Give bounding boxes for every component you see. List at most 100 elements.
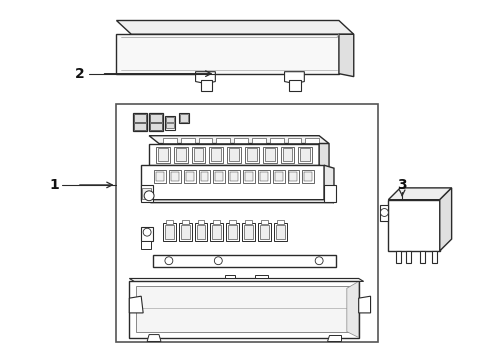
Bar: [156, 172, 164, 181]
Bar: [258, 170, 270, 183]
Bar: [153, 255, 336, 267]
Bar: [288, 138, 301, 143]
Polygon shape: [129, 296, 143, 313]
Polygon shape: [149, 136, 329, 144]
Bar: [210, 223, 223, 241]
Bar: [142, 188, 151, 199]
Polygon shape: [129, 278, 364, 282]
Bar: [200, 172, 208, 181]
Bar: [228, 225, 237, 239]
Polygon shape: [225, 275, 235, 278]
Bar: [215, 172, 223, 181]
Bar: [179, 223, 192, 241]
Bar: [171, 172, 179, 181]
Bar: [174, 147, 188, 163]
Bar: [195, 223, 207, 241]
Polygon shape: [339, 34, 354, 77]
Bar: [277, 220, 284, 224]
Bar: [166, 220, 173, 224]
Polygon shape: [117, 21, 354, 34]
Circle shape: [165, 257, 173, 265]
Polygon shape: [319, 144, 329, 168]
Bar: [298, 147, 312, 163]
Polygon shape: [141, 185, 153, 202]
Text: 1: 1: [49, 178, 59, 192]
Bar: [283, 148, 293, 161]
Bar: [245, 220, 252, 224]
Bar: [146, 193, 152, 199]
Bar: [305, 138, 319, 143]
Bar: [274, 223, 287, 241]
Bar: [181, 138, 195, 143]
Polygon shape: [327, 334, 341, 342]
Bar: [198, 138, 212, 143]
Bar: [228, 170, 240, 183]
Bar: [163, 223, 176, 241]
Polygon shape: [149, 144, 319, 165]
Bar: [229, 148, 239, 161]
Bar: [186, 172, 194, 181]
Bar: [165, 225, 174, 239]
Bar: [261, 220, 268, 224]
Bar: [211, 148, 221, 161]
Bar: [290, 80, 301, 91]
Bar: [281, 147, 294, 163]
Bar: [182, 220, 189, 224]
Bar: [150, 123, 162, 130]
Bar: [184, 170, 196, 183]
Bar: [260, 225, 269, 239]
Bar: [134, 123, 146, 130]
Bar: [226, 223, 239, 241]
Bar: [200, 80, 212, 91]
Polygon shape: [196, 72, 215, 84]
Bar: [244, 225, 253, 239]
Bar: [229, 220, 236, 224]
Polygon shape: [147, 334, 161, 342]
Bar: [166, 123, 174, 128]
Bar: [288, 170, 299, 183]
Bar: [134, 114, 146, 122]
Bar: [245, 172, 253, 181]
Polygon shape: [141, 227, 153, 241]
Bar: [406, 251, 411, 263]
Polygon shape: [389, 188, 452, 200]
Bar: [234, 138, 248, 143]
Bar: [270, 138, 284, 143]
Bar: [396, 251, 401, 263]
Bar: [243, 170, 255, 183]
Bar: [156, 147, 170, 163]
Bar: [197, 220, 204, 224]
Bar: [212, 225, 221, 239]
Bar: [179, 113, 189, 123]
Bar: [389, 200, 440, 251]
Bar: [265, 148, 275, 161]
Polygon shape: [359, 296, 370, 313]
Bar: [420, 251, 425, 263]
Polygon shape: [129, 282, 359, 338]
Bar: [275, 172, 283, 181]
Bar: [176, 148, 186, 161]
Bar: [149, 113, 163, 131]
Bar: [432, 251, 437, 263]
Polygon shape: [380, 204, 389, 221]
Bar: [198, 170, 210, 183]
Bar: [213, 220, 220, 224]
Polygon shape: [324, 165, 334, 203]
Bar: [290, 172, 297, 181]
Circle shape: [380, 208, 389, 216]
Bar: [304, 172, 312, 181]
Bar: [166, 117, 174, 122]
Bar: [263, 147, 277, 163]
Polygon shape: [324, 185, 336, 202]
Bar: [276, 225, 285, 239]
Polygon shape: [117, 34, 339, 74]
Bar: [163, 138, 177, 143]
Circle shape: [144, 191, 154, 201]
Circle shape: [315, 257, 323, 265]
Bar: [158, 148, 168, 161]
Bar: [154, 170, 166, 183]
Bar: [209, 147, 223, 163]
Bar: [180, 114, 188, 122]
Bar: [133, 113, 147, 131]
Bar: [300, 148, 310, 161]
